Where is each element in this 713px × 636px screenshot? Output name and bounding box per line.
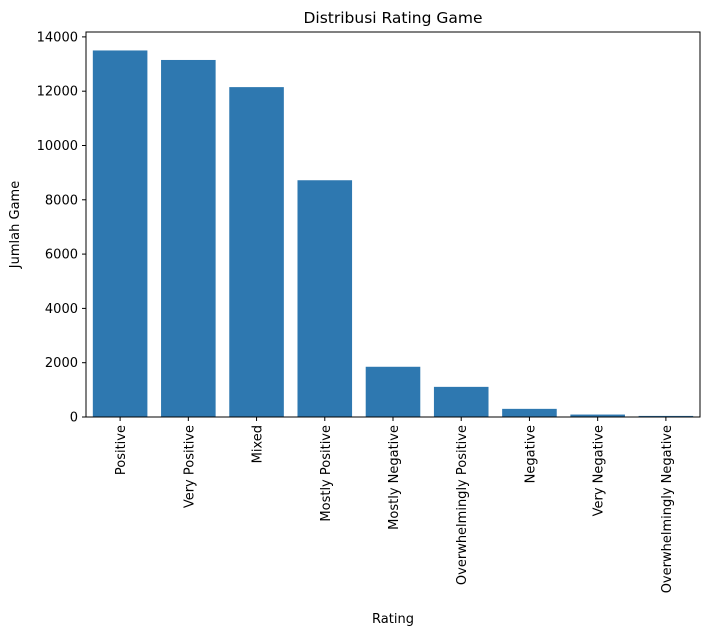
bar-mixed: [229, 87, 284, 417]
y-tick-label: 4000: [45, 302, 78, 317]
x-tick-label: Positive: [114, 425, 129, 475]
x-tick-label: Mixed: [251, 425, 266, 463]
axes-layer: 0 2000 4000 6000 8000 10000 12000 14000 Positive…: [37, 30, 701, 593]
x-tick-label: Mostly Negative: [387, 425, 402, 530]
bar-overwhelmingly-negative: [638, 415, 694, 417]
y-tick-label: 14000: [37, 30, 78, 45]
bar-very-negative: [570, 414, 625, 417]
bars-layer: [92, 50, 694, 418]
y-tick-label: 0: [70, 411, 78, 426]
y-tick-label: 12000: [37, 85, 78, 100]
x-tick-label: Negative: [523, 425, 538, 483]
bar-overwhelmingly-positive: [433, 386, 489, 417]
x-tick-label: Very Positive: [182, 425, 197, 508]
chart-title: Distribusi Rating Game: [303, 9, 482, 27]
bar-positive: [92, 50, 148, 418]
x-axis-title: Rating: [372, 612, 414, 627]
y-tick-label: 2000: [45, 356, 78, 371]
y-axis-title: Jumlah Game: [8, 181, 23, 269]
x-tick-label: Very Negative: [592, 425, 607, 516]
bar-very-positive: [161, 59, 216, 417]
y-tick-label: 6000: [45, 248, 78, 263]
y-tick-label: 10000: [37, 139, 78, 154]
x-tick-label: Mostly Positive: [319, 425, 334, 522]
y-tick-label: 8000: [45, 193, 78, 208]
x-tick-label: Overwhelmingly Negative: [660, 425, 675, 593]
bar-mostly-positive: [297, 180, 353, 417]
bar-negative: [502, 408, 557, 417]
bar-mostly-negative: [365, 366, 421, 417]
x-tick-label: Overwhelmingly Positive: [455, 425, 470, 585]
